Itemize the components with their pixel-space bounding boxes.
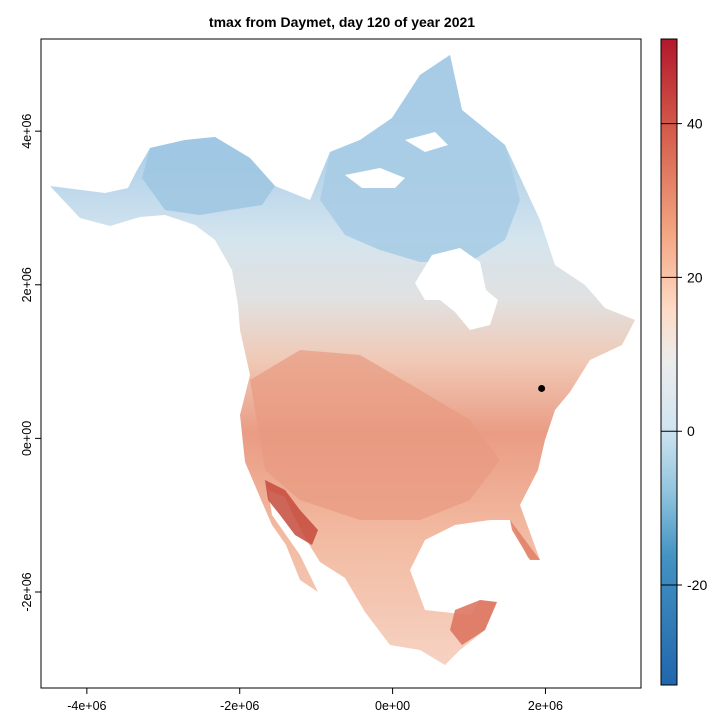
x-axis: -4e+06 -2e+06 0e+00 2e+06: [67, 688, 563, 713]
arctic-channel: [405, 132, 448, 152]
colorbar-tick-label: 40: [687, 116, 703, 132]
warm-interior-region: [250, 350, 500, 520]
hudson-bay: [415, 248, 498, 330]
y-axis: 4e+06 2e+06 0e+00 -2e+06: [20, 114, 41, 612]
y-tick-label: -2e+06: [20, 572, 34, 611]
arctic-channel: [345, 168, 405, 188]
x-tick-label: -2e+06: [220, 699, 259, 713]
map-land: [50, 55, 635, 665]
y-tick-label: 0e+00: [20, 421, 34, 456]
colorbar-ticks: 40 20 0 -20: [661, 116, 707, 593]
colorbar-frame: [660, 38, 678, 686]
y-tick-label: 2e+06: [20, 267, 34, 302]
hot-southwest-region: [265, 480, 318, 545]
x-tick-label: 2e+06: [528, 699, 563, 713]
colorbar: 40 20 0 -20: [660, 38, 707, 686]
y-tick-label: 4e+06: [20, 114, 34, 149]
plot-frame: [40, 38, 642, 689]
colorbar-tick-label: 0: [687, 423, 695, 439]
yucatan-region: [450, 600, 497, 645]
alaska-cold-region: [142, 137, 275, 215]
florida-region: [510, 520, 540, 560]
map-title: tmax from Daymet, day 120 of year 2021: [209, 14, 475, 30]
x-tick-label: -4e+06: [67, 699, 106, 713]
arctic-cold-region: [320, 55, 520, 262]
colorbar-gradient: [661, 39, 677, 685]
x-tick-label: 0e+00: [375, 699, 410, 713]
colorbar-tick-label: -20: [687, 577, 707, 593]
colorbar-tick-label: 20: [687, 269, 703, 285]
location-marker: [538, 384, 546, 392]
